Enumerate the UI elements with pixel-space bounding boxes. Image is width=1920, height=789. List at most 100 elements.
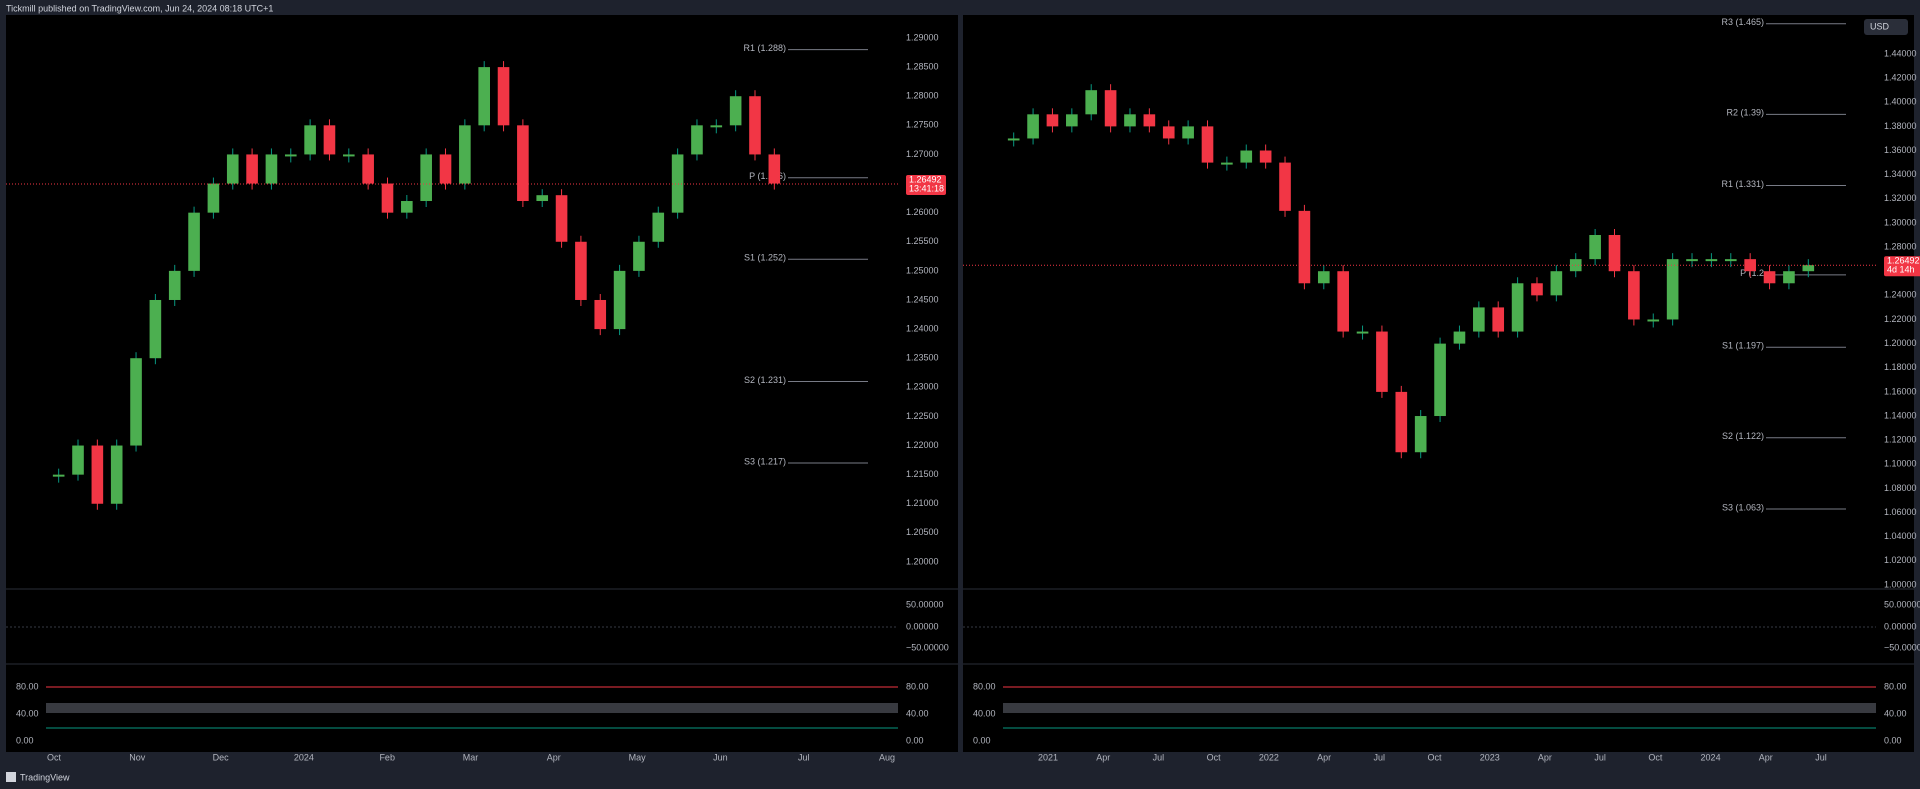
y-tick-label: 1.14000 [1884,410,1917,420]
osc2-tick-right: 80.00 [906,681,929,691]
candle [420,154,432,202]
candle [1298,210,1311,284]
osc2-tick-left: 40.00 [973,708,996,718]
candle [594,299,607,330]
osc2-tick-left: 0.00 [16,735,34,745]
candle [497,67,510,126]
candle [188,212,200,271]
candle [149,299,162,359]
osc2-tick-left: 80.00 [973,681,996,691]
x-tick-label: 2023 [1480,752,1500,762]
candle [1744,259,1756,272]
candle [517,125,529,202]
candle [1317,271,1330,284]
y-tick-label: 1.42000 [1884,72,1917,82]
y-tick-label: 1.20000 [906,556,939,566]
candle [246,154,258,184]
x-tick-label: 2024 [294,752,314,762]
y-tick-label: 1.34000 [1884,169,1917,179]
y-tick-label: 1.16000 [1884,386,1917,396]
candle [1589,235,1601,260]
x-tick-label: Aug [879,752,895,762]
pivot-label: R1 (1.288) [743,43,786,53]
candle [575,241,587,300]
y-tick-label: 1.24500 [906,294,939,304]
candle [1666,259,1679,320]
y-tick-label: 1.23000 [906,382,939,392]
y-tick-label: 1.25000 [906,265,939,275]
candle [265,154,278,184]
last-price-box [906,175,946,196]
x-tick-label: Nov [129,752,146,762]
y-tick-label: 1.22000 [1884,314,1917,324]
candle [1802,265,1815,272]
x-tick-label: 2024 [1701,752,1721,762]
pivot-label: R3 (1.465) [1721,17,1764,27]
osc2-tick-right: 0.00 [906,735,924,745]
osc1-tick-label: 0.00000 [1884,621,1917,631]
candle [1414,416,1427,453]
candle [1376,331,1388,392]
osc2-tick-right: 80.00 [1884,681,1907,691]
header: Tickmill published on TradingView.com, J… [6,3,273,13]
osc1-tick-label: 50.00000 [1884,599,1920,609]
x-tick-label: 2022 [1259,752,1279,762]
candle [459,125,471,184]
countdown: 13:41:18 [909,183,944,193]
x-tick-label: Apr [1096,752,1110,762]
candle [768,154,781,184]
candle [1686,259,1698,262]
candle [284,154,297,157]
candle [478,67,490,126]
candle [1124,114,1136,127]
candle [323,125,336,155]
y-tick-label: 1.21500 [906,469,939,479]
x-tick-label: Jul [1374,752,1386,762]
candle [1085,90,1098,115]
countdown: 4d 14h [1887,265,1915,275]
candle [1434,343,1446,417]
candle [1705,259,1718,262]
osc1-tick-label: 0.00000 [906,621,939,631]
osc2-tick-left: 40.00 [16,708,39,718]
y-tick-label: 1.26000 [906,207,939,217]
candle [110,445,123,504]
candle [671,154,684,213]
candle [1531,283,1543,296]
candle [555,195,568,242]
x-tick-label: May [629,752,647,762]
candle [633,241,645,271]
y-tick-label: 1.38000 [1884,121,1917,131]
panel [6,15,958,752]
candle [1007,138,1020,141]
osc1-tick-label: −50.00000 [906,642,949,652]
y-tick-label: 1.06000 [1884,507,1917,517]
candle [1453,331,1466,344]
footer-brand: TradingView [20,772,70,782]
y-tick-label: 1.44000 [1884,48,1917,58]
x-tick-label: Apr [1759,752,1773,762]
currency-button [1864,19,1908,35]
last-price-box [1884,256,1920,277]
y-tick-label: 1.08000 [1884,483,1917,493]
last-price: 1.26492 [1887,256,1920,266]
y-tick-label: 1.02000 [1884,555,1917,565]
x-tick-label: Jul [1153,752,1165,762]
candle [1647,319,1660,322]
candle [401,201,413,213]
candle [729,96,742,126]
y-tick-label: 1.28500 [906,61,939,71]
candle [652,212,665,242]
y-tick-label: 1.20500 [906,527,939,537]
candle [207,183,220,213]
x-tick-label: Oct [1207,752,1222,762]
candle [710,125,723,128]
pivot-label: S2 (1.231) [744,375,786,385]
osc1-tick-label: 50.00000 [906,599,944,609]
y-tick-label: 1.18000 [1884,362,1917,372]
y-tick-label: 1.24000 [906,323,939,333]
candle [52,474,65,477]
osc1-tick-label: −50.00000 [1884,642,1920,652]
